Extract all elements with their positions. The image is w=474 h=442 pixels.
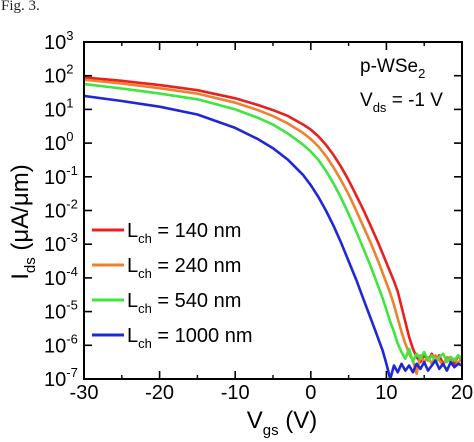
x-tick-label: -10 [221,382,250,404]
annotations: p-WSe2 Vds = -1 V [360,56,443,115]
x-tick-label: -20 [145,382,174,404]
series-line-1 [84,76,462,366]
legend-label-4: Lch = 1000 nm [127,325,252,351]
y-axis-title: Ids (μA/μm) [7,164,39,280]
x-tick-label: -30 [70,382,99,404]
legend-label-3: Lch = 540 nm [127,290,241,316]
labels-layer: -30 -20 -10 0 10 20 103 102 101 100 10-1 10-2 10-3 10… [7,28,473,439]
y-tick-label: 10-4 [44,264,78,290]
series-layer [84,76,462,379]
figure-caption: Fig. 3. [1,0,40,14]
y-tick-label: 10-7 [44,365,78,391]
x-tick-label: 20 [451,382,473,404]
x-axis-title: Vgs (V) [247,407,318,439]
x-tick-label: 10 [375,382,397,404]
y-tick-label: 10-5 [44,298,78,324]
ticks-layer [83,41,463,380]
y-tick-label: 10-2 [44,197,78,223]
y-tick-label: 101 [44,95,73,121]
y-tick-label: 103 [44,28,73,54]
legend-label-2: Lch = 240 nm [127,255,241,281]
y-tick-label: 10-3 [44,230,78,256]
x-tick-label: 0 [305,382,316,404]
y-tick-label: 100 [44,129,73,155]
bias-annotation: Vds = -1 V [360,90,443,115]
series-line-4 [84,94,462,379]
y-tick-label: 10-1 [44,163,78,189]
legend-label-1: Lch = 140 nm [127,220,241,246]
y-tick-label: 10-6 [44,331,78,357]
y-tick-label: 102 [44,62,73,88]
material-annotation: p-WSe2 [360,56,425,81]
legend: Lch = 140 nm Lch = 240 nm Lch = 540 nm Lch … [92,220,252,351]
